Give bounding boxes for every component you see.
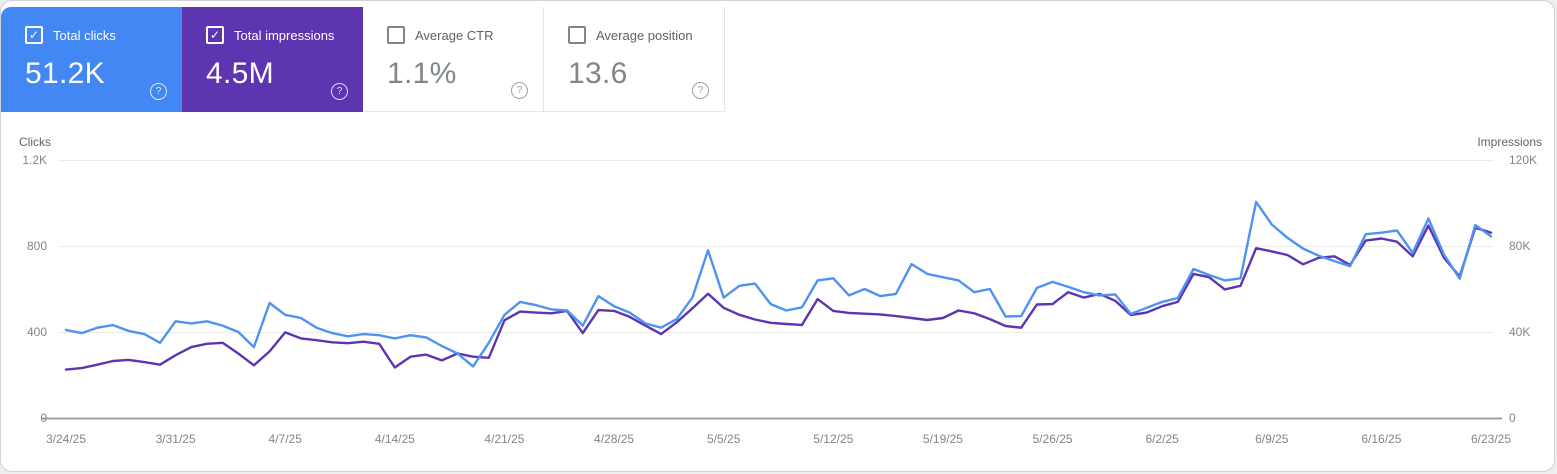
card-label: Total impressions [234, 27, 335, 43]
right-axis-title: Impressions [1477, 135, 1542, 149]
help-icon[interactable]: ? [331, 83, 348, 100]
x-tick-label: 4/28/25 [594, 432, 635, 446]
metric-cards: ✓ Total clicks 51.2K ? ✓ Total impressio… [1, 7, 725, 112]
x-tick-label: 6/9/25 [1255, 432, 1289, 446]
x-tick-label: 5/26/25 [1032, 432, 1073, 446]
x-tick-label: 5/12/25 [813, 432, 854, 446]
total-clicks-checkbox[interactable]: ✓ [25, 26, 43, 44]
card-total-clicks[interactable]: ✓ Total clicks 51.2K ? [1, 7, 182, 112]
average-ctr-checkbox[interactable] [387, 26, 405, 44]
x-tick-label: 4/14/25 [374, 432, 415, 446]
y-left-tick-label: 800 [26, 239, 47, 253]
y-left-tick-label: 0 [40, 411, 47, 425]
card-label: Average position [596, 27, 693, 43]
y-right-tick-label: 40K [1509, 325, 1531, 339]
x-tick-label: 6/16/25 [1361, 432, 1402, 446]
x-tick-label: 3/31/25 [155, 432, 196, 446]
clicks-line [64, 200, 1493, 368]
x-tick-label: 4/21/25 [484, 432, 525, 446]
impressions-line [64, 224, 1493, 371]
x-tick-label: 6/2/25 [1145, 432, 1179, 446]
average-position-value: 13.6 [568, 57, 628, 90]
y-right-tick-label: 0 [1509, 411, 1516, 425]
help-icon[interactable]: ? [511, 82, 528, 99]
card-average-position[interactable]: Average position 13.6 ? [544, 7, 725, 112]
average-ctr-value: 1.1% [387, 57, 457, 90]
help-icon[interactable]: ? [692, 82, 709, 99]
y-right-tick-label: 80K [1509, 239, 1531, 253]
x-tick-label: 5/19/25 [922, 432, 963, 446]
average-position-checkbox[interactable] [568, 26, 586, 44]
total-impressions-checkbox[interactable]: ✓ [206, 26, 224, 44]
card-total-impressions[interactable]: ✓ Total impressions 4.5M ? [182, 7, 363, 112]
y-right-tick-label: 120K [1509, 153, 1538, 167]
y-left-tick-label: 1.2K [22, 153, 47, 167]
help-icon[interactable]: ? [150, 83, 167, 100]
total-impressions-value: 4.5M [206, 57, 274, 90]
left-axis-title: Clicks [19, 135, 51, 149]
total-clicks-value: 51.2K [25, 57, 105, 90]
card-label: Total clicks [53, 27, 116, 43]
card-label: Average CTR [415, 27, 494, 43]
check-icon: ✓ [28, 28, 40, 42]
x-tick-label: 5/5/25 [707, 432, 741, 446]
x-tick-label: 3/24/25 [45, 432, 87, 446]
y-left-tick-label: 400 [26, 325, 47, 339]
card-average-ctr[interactable]: Average CTR 1.1% ? [363, 7, 544, 112]
x-tick-label: 6/23/25 [1470, 432, 1512, 446]
check-icon: ✓ [209, 28, 221, 42]
x-tick-label: 4/7/25 [268, 432, 302, 446]
